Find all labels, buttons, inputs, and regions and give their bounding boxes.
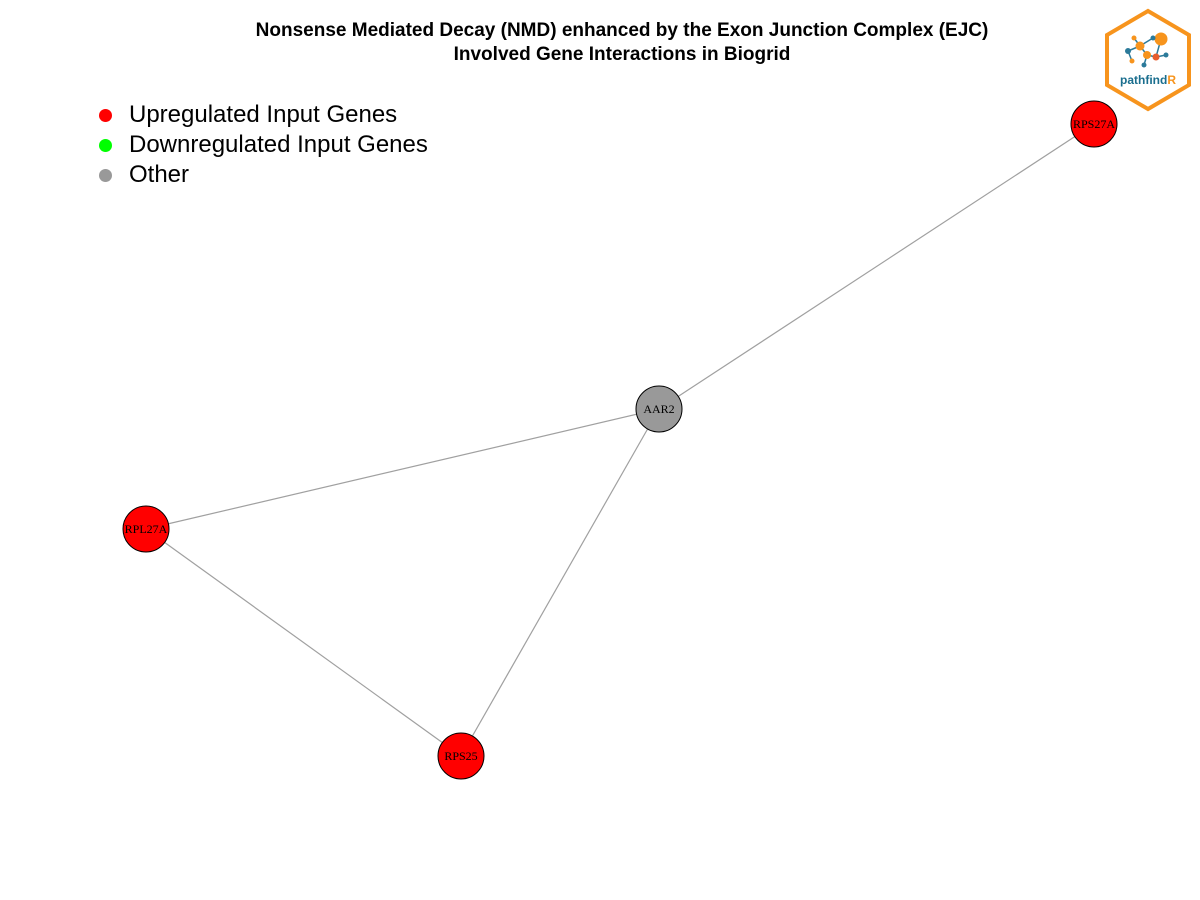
edge-rpl27a-rps25 [145,528,462,757]
chart-title: Nonsense Mediated Decay (NMD) enhanced b… [0,19,1200,67]
node-label-rps25: RPS25 [444,749,477,763]
legend: Upregulated Input Genes Downregulated In… [97,100,428,190]
node-aar2[interactable]: AAR2 [635,385,683,433]
node-label-rpl27a: RPL27A [125,522,168,536]
legend-label-other: Other [129,161,190,188]
legend-label-upregulated: Upregulated Input Genes [129,101,398,128]
legend-dot-downregulated [99,138,112,152]
node-circle-aar2[interactable] [635,385,683,433]
node-rps25[interactable]: RPS25 [437,732,485,780]
edges-layer [145,123,1095,757]
legend-item-downregulated: Downregulated Input Genes [97,130,428,160]
edge-aar2-rpl27a [145,408,660,530]
node-circle-rpl27a[interactable] [122,505,170,553]
node-label-aar2: AAR2 [643,402,674,416]
node-rps27a[interactable]: RPS27A [1070,100,1118,148]
edge-aar2-rps25 [460,408,660,757]
legend-dot-other [99,168,112,182]
node-circle-rps27a[interactable] [1070,100,1118,148]
logo-network-icon [1125,32,1169,68]
title-line-2: Involved Gene Interactions in Biogrid [453,44,791,65]
node-circle-rps25[interactable] [437,732,485,780]
title-line-1: Nonsense Mediated Decay (NMD) enhanced b… [255,20,989,41]
pathfindr-logo: pathfindR [1105,8,1191,112]
node-rpl27a[interactable]: RPL27A [122,505,170,553]
legend-item-other: Other [97,160,428,190]
edge-aar2-rps27a [658,123,1095,410]
node-label-rps27a: RPS27A [1073,117,1115,131]
nodes-layer: AAR2 RPS27A RPL27A RPS25 [122,100,1118,780]
legend-label-downregulated: Downregulated Input Genes [129,131,428,158]
legend-item-upregulated: Upregulated Input Genes [97,100,428,130]
legend-dot-upregulated [99,108,112,122]
logo-text: pathfindR [1120,73,1176,87]
